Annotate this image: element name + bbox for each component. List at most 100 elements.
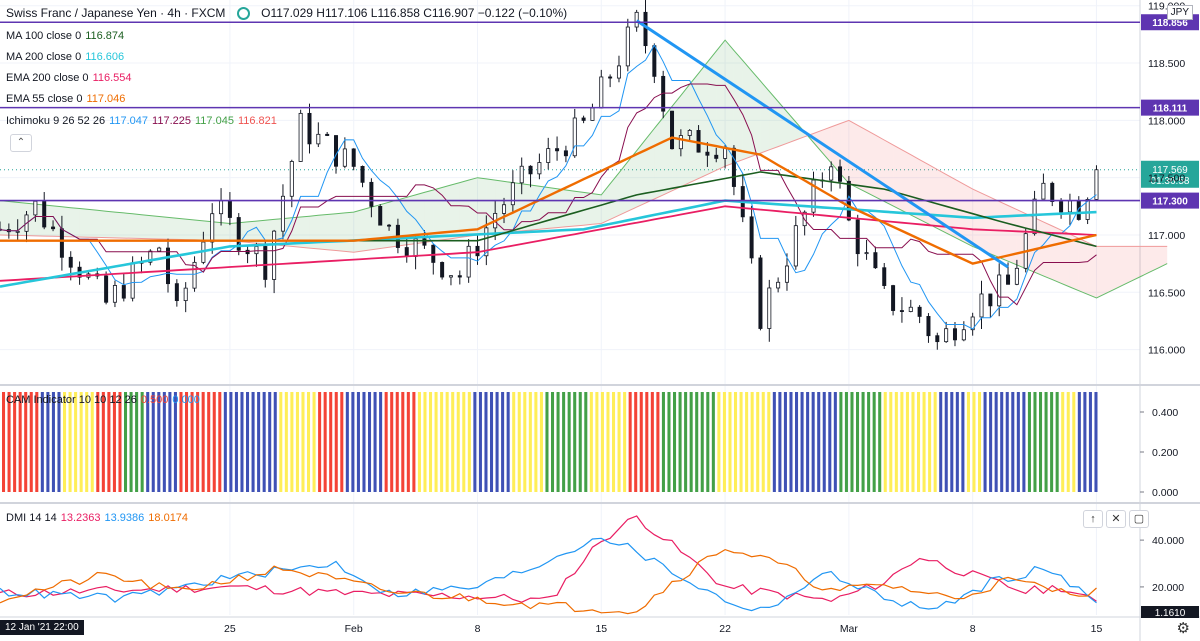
cam-bar <box>867 392 871 492</box>
cloud-segment <box>963 184 973 247</box>
candle-body <box>192 261 197 289</box>
candle-body <box>121 285 126 299</box>
cloud-segment <box>176 218 186 240</box>
cam-bar <box>162 392 166 492</box>
legend-row-2[interactable]: MA 200 close 0 116.606 <box>6 51 124 63</box>
move-up-icon[interactable]: ↑ <box>1083 510 1103 528</box>
collapse-legend-button[interactable]: ⌃ <box>10 134 32 152</box>
cam-bar <box>545 392 549 492</box>
maximize-icon[interactable]: ▢ <box>1129 510 1149 528</box>
legend-cam[interactable]: CAM Indicator 10 10 12 26 0.500 0.000 <box>6 394 200 406</box>
candle-body <box>148 250 153 263</box>
cam-bar <box>850 392 854 492</box>
cam-bar <box>861 392 865 492</box>
currency-button[interactable]: JPY <box>1166 5 1193 20</box>
cam-bar <box>185 392 189 492</box>
candle-body <box>334 135 339 167</box>
legend-ichimoku-value: 117.225 <box>152 115 191 127</box>
cam-bar <box>257 392 261 492</box>
legend-ichimoku-label: Ichimoku 9 26 52 26 <box>6 115 106 127</box>
cam-bar <box>362 392 366 492</box>
legend-row-1[interactable]: MA 100 close 0 116.874 <box>6 30 124 42</box>
legend-dmi[interactable]: DMI 14 14 13.2363 13.9386 18.0174 <box>6 512 188 524</box>
cam-bar <box>933 392 937 492</box>
close-icon[interactable]: ✕ <box>1106 510 1126 528</box>
candle-body <box>917 306 922 317</box>
cam-indicator-bars <box>2 392 1098 492</box>
candle-body <box>952 328 957 341</box>
cam-bar <box>356 392 360 492</box>
cam-bar <box>445 392 449 492</box>
candle-body <box>440 262 445 278</box>
cam-bar <box>789 392 793 492</box>
cloud-segment <box>857 125 867 193</box>
candle-body <box>263 246 268 280</box>
cam-bar <box>1016 392 1020 492</box>
time-tick-label: 15 <box>595 623 607 635</box>
cam-bar <box>711 392 715 492</box>
cloud-segment <box>344 212 354 253</box>
cam-bar <box>284 392 288 492</box>
cloud-segment <box>1087 242 1097 299</box>
cam-bar <box>917 392 921 492</box>
cam-bar <box>750 392 754 492</box>
cloud-segment <box>0 200 9 236</box>
cam-bar <box>700 392 704 492</box>
cam-bar <box>456 392 460 492</box>
candle-body <box>112 285 117 303</box>
cam-bar <box>262 392 266 492</box>
cam-bar <box>1050 392 1054 492</box>
cloud-segment <box>689 73 699 183</box>
symbol-title[interactable]: Swiss Franc / Japanese Yen · 4h · FXCM <box>6 6 226 20</box>
cam-bar <box>756 392 760 492</box>
cam-bar <box>340 392 344 492</box>
candle-body <box>289 161 294 197</box>
candle-body <box>254 246 259 255</box>
candle-body <box>387 224 392 227</box>
cam-bar <box>833 392 837 492</box>
dmi-line-3 <box>0 548 1097 615</box>
cam-bar <box>595 392 599 492</box>
cam-bar <box>345 392 349 492</box>
cloud-segment <box>265 219 275 245</box>
candle-body <box>1085 199 1090 220</box>
cam-bar <box>379 392 383 492</box>
candle-body <box>616 65 621 79</box>
cloud-segment <box>725 40 734 167</box>
cam-bar <box>584 392 588 492</box>
cam-bar <box>1039 392 1043 492</box>
cloud-segment <box>336 212 345 252</box>
candle-body <box>882 267 887 286</box>
cam-bar <box>994 392 998 492</box>
cloud-segment <box>221 222 230 241</box>
cam-bar <box>146 392 150 492</box>
legend-row-4[interactable]: EMA 55 close 0 117.046 <box>6 93 125 105</box>
candle-body <box>581 117 586 121</box>
cam-bar <box>373 392 377 492</box>
settings-gear-icon[interactable]: ⚙ <box>1176 620 1190 637</box>
dmi-lines <box>0 515 1097 615</box>
candle-body <box>563 150 568 157</box>
cam-bar <box>29 392 33 492</box>
cam-bar <box>406 392 410 492</box>
cloud-segment <box>185 219 195 240</box>
cam-bar <box>273 392 277 492</box>
legend-ichimoku-value: 116.821 <box>237 115 277 127</box>
cloud-segment <box>990 197 1000 258</box>
legend-dmi-value: 13.2363 <box>60 512 101 524</box>
cloud-segment <box>1043 221 1053 280</box>
cam-bar <box>800 392 804 492</box>
legend-ichimoku[interactable]: Ichimoku 9 26 52 26 117.047 117.225 117.045… <box>6 115 277 127</box>
cam-tick-label: 0.200 <box>1152 447 1178 459</box>
legend-cam-value: 0.500 <box>140 394 169 406</box>
cam-bar <box>606 392 610 492</box>
cam-bar <box>523 392 527 492</box>
cam-bar <box>1088 392 1092 492</box>
dmi-last-badge <box>1141 606 1199 618</box>
candle-body <box>183 287 188 302</box>
legend-row-3[interactable]: EMA 200 close 0 116.554 <box>6 72 132 84</box>
candle-body <box>1006 274 1011 285</box>
time-tick-label: 8 <box>970 623 976 635</box>
